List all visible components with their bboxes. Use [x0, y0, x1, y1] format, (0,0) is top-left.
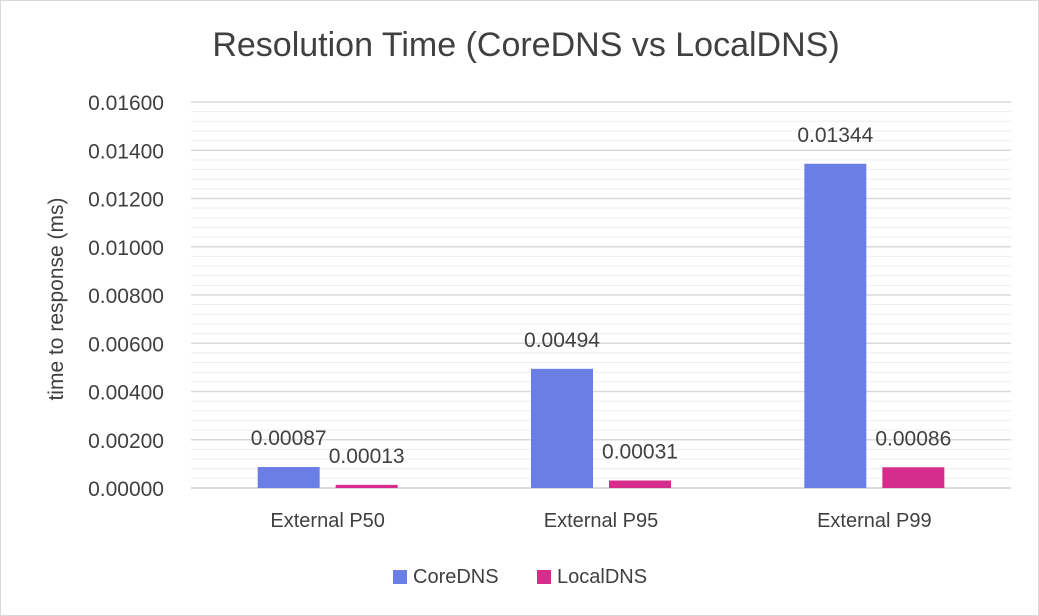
data-label: 0.00087 — [251, 427, 327, 450]
x-category-label: External P50 — [270, 510, 385, 532]
y-axis-label: time to response (ms) — [45, 197, 68, 400]
bars — [257, 163, 945, 488]
y-tick-label: 0.00000 — [88, 478, 164, 501]
legend-swatch-localdns — [537, 570, 551, 584]
major-gridlines — [191, 101, 1011, 489]
legend: CoreDNS LocalDNS — [393, 566, 647, 588]
x-category-label: External P95 — [544, 510, 659, 532]
legend-label: CoreDNS — [413, 566, 499, 588]
bar-localdns-2 — [882, 467, 945, 488]
bar-coredns-0 — [257, 467, 320, 488]
bar-localdns-0 — [335, 484, 398, 488]
x-category-label: External P99 — [817, 510, 932, 532]
chart-title: Resolution Time (CoreDNS vs LocalDNS) — [212, 26, 839, 64]
bar-coredns-2 — [804, 163, 867, 488]
y-tick-label: 0.00600 — [88, 333, 164, 356]
x-axis-categories: External P50 External P95 External P99 — [270, 510, 931, 532]
bar-localdns-1 — [609, 480, 671, 488]
data-label: 0.00086 — [875, 427, 951, 450]
y-tick-label: 0.01000 — [88, 237, 164, 260]
legend-label: LocalDNS — [557, 566, 647, 588]
y-tick-label: 0.00200 — [88, 430, 164, 453]
y-tick-label: 0.01400 — [88, 140, 164, 163]
y-tick-label: 0.01200 — [88, 189, 164, 212]
y-tick-label: 0.01600 — [88, 92, 164, 115]
legend-swatch-coredns — [393, 570, 407, 584]
data-label: 0.01344 — [797, 124, 873, 147]
data-label: 0.00013 — [329, 445, 405, 468]
data-label: 0.00031 — [602, 441, 678, 464]
data-label: 0.00494 — [524, 329, 600, 352]
y-axis-ticks: 0.00000 0.00200 0.00400 0.00600 0.00800 0.010… — [88, 92, 164, 501]
bar-coredns-1 — [531, 368, 593, 488]
y-tick-label: 0.00800 — [88, 285, 164, 308]
y-tick-label: 0.00400 — [88, 382, 164, 405]
